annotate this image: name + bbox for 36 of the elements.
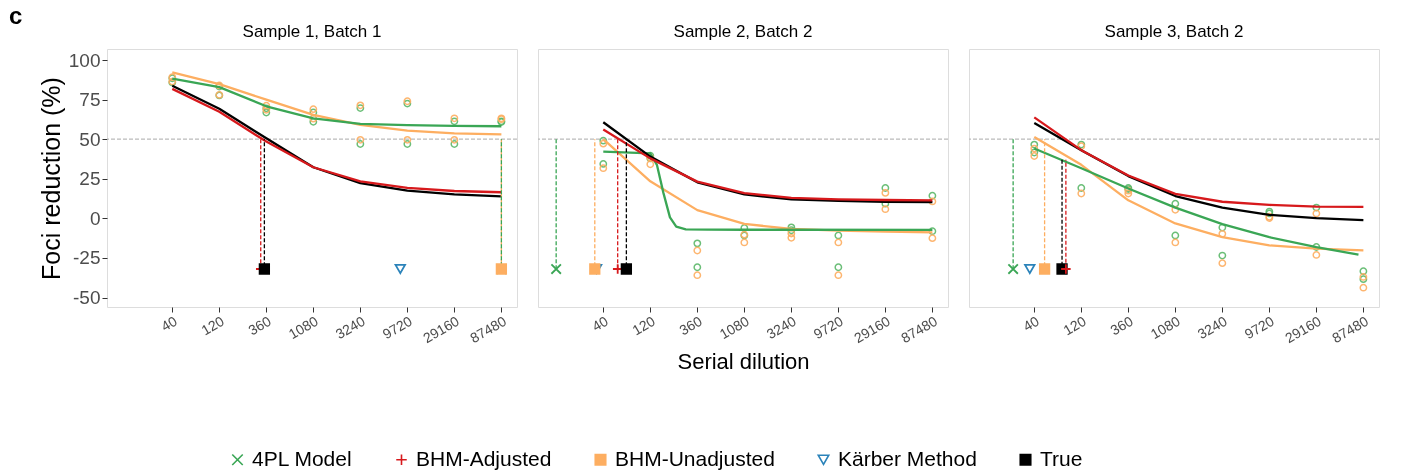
x-tick-label: 3240: [332, 312, 369, 343]
chart-title: Sample 1, Batch 1: [242, 22, 382, 41]
y-tick-label: 0: [89, 207, 101, 229]
chart-title: Sample 3, Batch 2: [1104, 22, 1244, 41]
y-tick-label: 25: [79, 168, 101, 190]
legend-label: BHM-Unadjusted: [615, 446, 775, 470]
y-tick-label: -50: [73, 287, 101, 308]
x-tick-label: 360: [676, 312, 705, 339]
x-tick-label: 360: [245, 312, 274, 339]
y-axis-title: Foci reduction (%): [36, 77, 65, 280]
x-tick-label: 3240: [1194, 312, 1231, 343]
legend-label: Kärber Method: [838, 446, 977, 470]
y-tick-label: 75: [79, 89, 101, 111]
y-tick-label: -25: [73, 247, 101, 269]
x-tick-label: 40: [158, 312, 180, 335]
x-tick-label: 1080: [1147, 312, 1183, 343]
x-tick-label: 9720: [810, 312, 847, 343]
x-tick-label: 3240: [763, 312, 800, 343]
x-axis-title: Serial dilution: [677, 349, 810, 375]
y-tick-label: 50: [79, 128, 101, 150]
chart-title: Sample 2, Batch 2: [673, 22, 813, 41]
x-tick-label: 40: [1020, 312, 1042, 335]
legend-label: 4PL Model: [252, 446, 352, 470]
x-tick-label: 1080: [716, 312, 752, 343]
legend-label: True: [1040, 446, 1083, 470]
y-tick-label: 100: [68, 49, 101, 71]
x-tick-label: 1080: [285, 312, 321, 343]
x-tick-label: 120: [629, 312, 658, 339]
x-tick-label: 120: [1060, 312, 1089, 339]
x-tick-label: 120: [198, 312, 227, 339]
x-tick-label: 40: [589, 312, 611, 335]
text: c: [9, 2, 23, 29]
x-tick-label: 9720: [379, 312, 416, 343]
x-tick-label: 360: [1107, 312, 1136, 339]
legend-label: BHM-Adjusted: [416, 446, 552, 470]
x-tick-label: 9720: [1241, 312, 1278, 343]
